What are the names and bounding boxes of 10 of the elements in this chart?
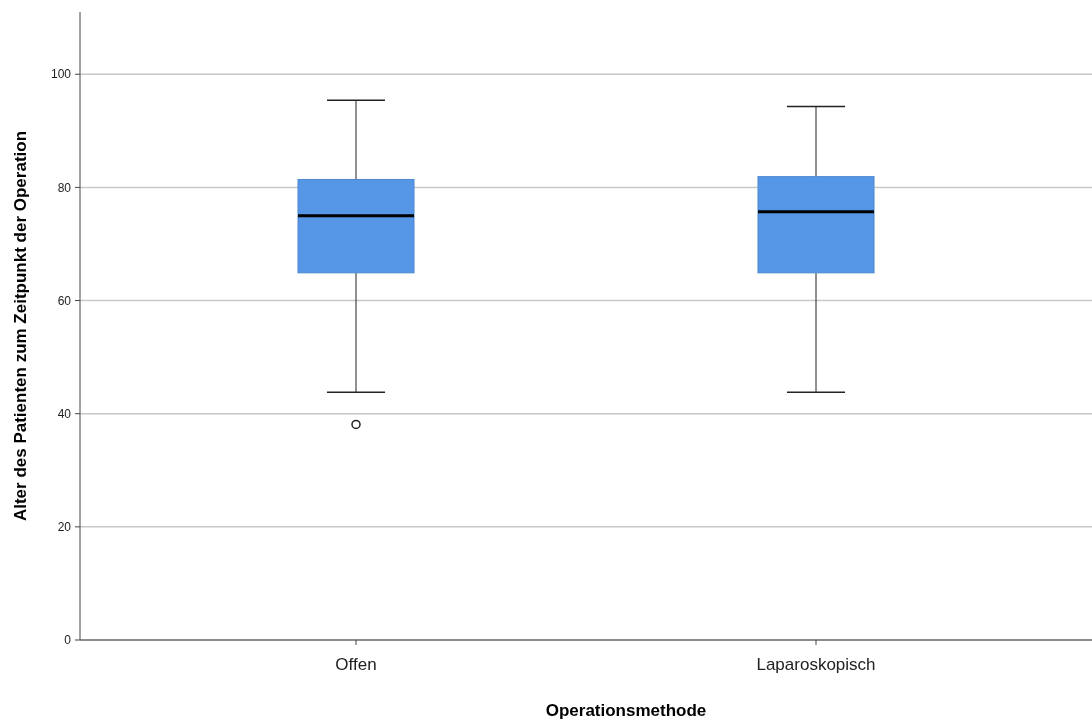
- y-tick-label: 100: [50, 67, 72, 82]
- y-tick-label: 60: [57, 293, 72, 308]
- y-axis-title: Alter des Patienten zum Zeitpunkt der Operation: [11, 130, 30, 522]
- x-tick-label: Offen: [335, 655, 377, 674]
- y-tick-label: 40: [57, 406, 72, 421]
- x-tick-label: Laparoskopisch: [756, 655, 876, 674]
- y-tick-label: 0: [64, 633, 72, 648]
- y-tick-label: 80: [57, 180, 72, 195]
- y-tick-label: 20: [57, 520, 72, 535]
- x-axis-title: Operationsmethode: [545, 701, 707, 720]
